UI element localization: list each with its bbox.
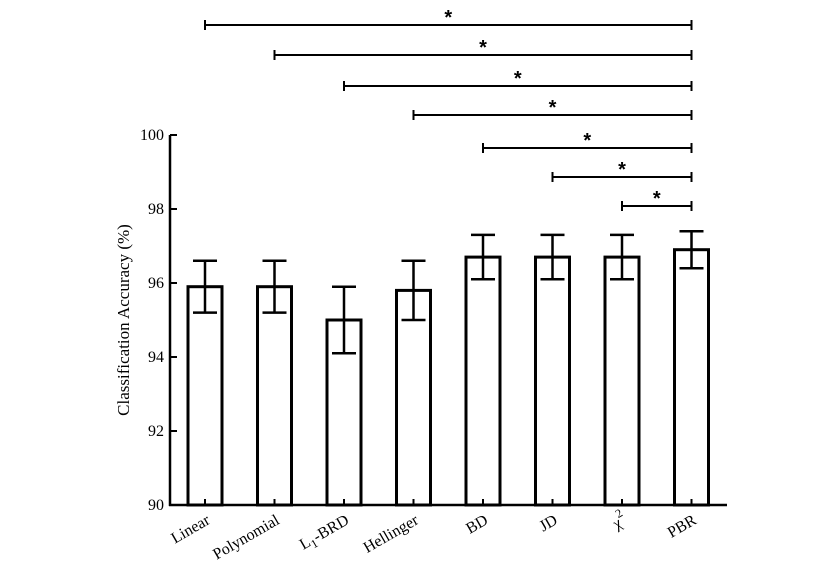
y-ticks: 90 92 94 96 98 100 bbox=[140, 127, 177, 514]
bar bbox=[534, 255, 571, 507]
x-tick-label: Polynomial bbox=[210, 511, 283, 563]
significance-bracket: * bbox=[343, 68, 693, 91]
y-tick-label: 90 bbox=[148, 497, 164, 514]
bar bbox=[186, 285, 224, 507]
significance-brackets: * * * * * * * bbox=[204, 7, 693, 211]
bar bbox=[464, 255, 502, 507]
error-bar bbox=[679, 229, 704, 270]
bar bbox=[673, 248, 710, 507]
x-tick-label: Hellinger bbox=[361, 511, 422, 556]
bar bbox=[603, 255, 641, 507]
significance-bracket: * bbox=[204, 7, 693, 30]
error-bar bbox=[193, 259, 217, 314]
significance-bracket: * bbox=[551, 159, 693, 182]
x-tick-label: χ2 bbox=[606, 506, 630, 534]
error-bar bbox=[610, 233, 634, 281]
bar bbox=[256, 285, 293, 507]
y-tick-label: 98 bbox=[148, 201, 164, 218]
significance-star: * bbox=[549, 97, 557, 119]
significance-star: * bbox=[583, 130, 591, 152]
axes bbox=[168, 135, 727, 507]
significance-star: * bbox=[514, 68, 522, 90]
x-tick-label: JD bbox=[537, 512, 561, 536]
y-tick-label: 92 bbox=[148, 423, 164, 440]
error-bars bbox=[193, 229, 704, 355]
error-bar bbox=[471, 233, 495, 281]
x-tick-label: PBR bbox=[665, 512, 700, 542]
error-bar bbox=[540, 233, 565, 281]
x-tick-label: BD bbox=[463, 512, 491, 538]
x-tick-label: Linear bbox=[168, 511, 213, 547]
bar bbox=[395, 288, 432, 507]
significance-bracket: * bbox=[412, 97, 693, 120]
error-bar bbox=[262, 259, 287, 314]
error-bar bbox=[401, 259, 426, 322]
y-tick-label: 96 bbox=[148, 275, 164, 292]
y-tick-label: 100 bbox=[140, 127, 164, 144]
significance-bracket: * bbox=[273, 37, 693, 60]
error-bar bbox=[332, 285, 356, 355]
x-tick-label: L1-BRD bbox=[297, 512, 354, 556]
significance-star: * bbox=[653, 188, 661, 210]
significance-bracket: * bbox=[482, 130, 693, 153]
y-tick-label: 94 bbox=[148, 349, 164, 366]
bars bbox=[186, 248, 710, 507]
significance-star: * bbox=[444, 7, 452, 29]
y-axis-label: Classification Accuracy (%) bbox=[114, 224, 133, 416]
significance-bracket: * bbox=[621, 188, 693, 211]
significance-star: * bbox=[479, 37, 487, 59]
significance-star: * bbox=[618, 159, 626, 181]
